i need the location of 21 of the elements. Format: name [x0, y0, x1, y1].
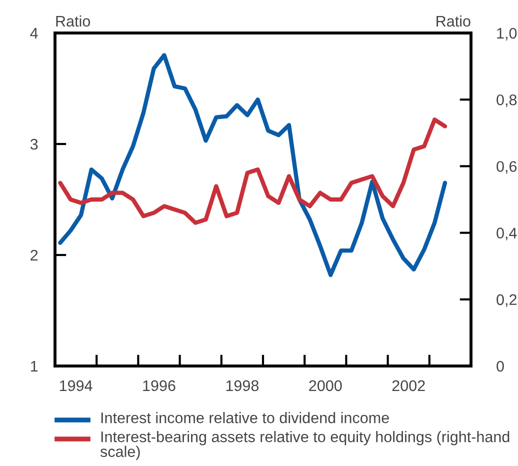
y-tick-label: 3 [30, 138, 38, 150]
y2-tick-label: 1,0 [497, 28, 517, 40]
y2-tick-label: 0,8 [496, 94, 517, 108]
y2-tick-label: 0 [496, 360, 504, 372]
y2-tick-label: 0,6 [496, 161, 517, 174]
legend-label: Interest income relative to dividend income [101, 412, 389, 424]
y2-axis-title: Ratio [436, 15, 470, 27]
x-tick-label: 1998 [226, 380, 259, 392]
y-tick-label: 1 [31, 361, 38, 372]
y-axis-title: Ratio [56, 15, 90, 27]
y2-tick-label: 0,4 [496, 228, 517, 240]
legend-label: Interest-bearing assets relative to equity holdings (right-hand scale) [100, 431, 510, 460]
line-series [58, 117, 448, 225]
x-tick-label: 1996 [143, 380, 176, 392]
x-tick-label: 1994 [60, 380, 92, 392]
x-tick-label: 2000 [309, 380, 342, 392]
y-tick-label: 4 [30, 28, 38, 39]
x-tick-label: 2002 [392, 380, 425, 392]
y2-tick-label: 0,2 [496, 294, 516, 307]
line-series [58, 53, 448, 278]
y-tick-label: 2 [30, 250, 38, 261]
